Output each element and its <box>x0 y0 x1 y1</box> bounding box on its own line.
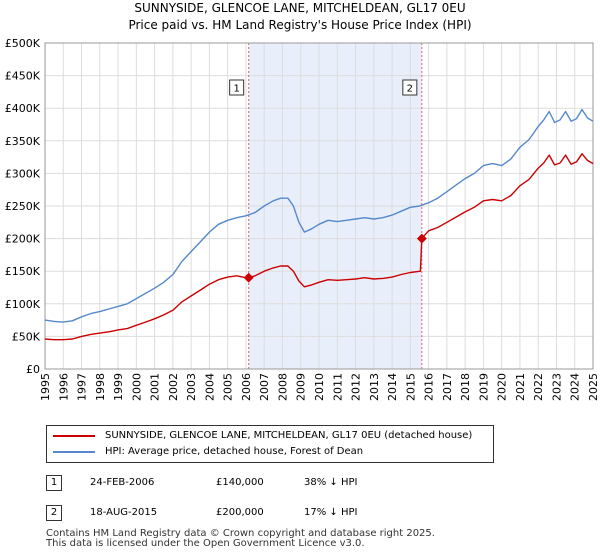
x-tick-label: 2008 <box>276 373 289 401</box>
y-tick-label: £350K <box>5 135 41 148</box>
property-line <box>44 153 594 341</box>
x-tick-label: 2022 <box>532 373 545 401</box>
y-tick-label: £100K <box>5 298 41 311</box>
x-tick-label: 2013 <box>368 373 381 401</box>
transaction-marker-box: 2 <box>46 505 62 521</box>
x-tick-label: 2009 <box>295 373 308 401</box>
y-tick-label: £0 <box>26 363 40 376</box>
x-tick-label: 2014 <box>386 373 399 401</box>
footer: Contains HM Land Registry data © Crown c… <box>46 529 435 549</box>
sale-label-box <box>402 79 418 96</box>
hpi-line <box>44 108 594 323</box>
y-tick-label: £50K <box>12 330 41 343</box>
transaction-row: 1 24-FEB-2006 £140,000 38% ↓ HPI <box>46 475 526 493</box>
plot-frame <box>44 42 594 370</box>
transaction-hpi-diff: 38% ↓ HPI <box>304 477 358 488</box>
x-tick-label: 2006 <box>240 373 253 401</box>
price-chart: £0 £50K £100K £150K £200K £250K £300K £350K £400… <box>5 37 600 401</box>
x-tick-label: 2012 <box>350 373 363 401</box>
x-tick-label: 2020 <box>496 373 509 401</box>
x-tick-label: 1995 <box>39 373 52 401</box>
sale-point <box>243 272 254 283</box>
transaction-marker-box: 1 <box>46 475 62 491</box>
sale-label: 1 <box>229 79 245 96</box>
footer-copyright: Contains HM Land Registry data © Crown c… <box>46 528 435 539</box>
x-tick-label: 2015 <box>404 373 417 401</box>
x-tick-label: 2001 <box>149 373 162 401</box>
x-tick-label: 2024 <box>569 373 582 401</box>
transaction-row: 2 18-AUG-2015 £200,000 17% ↓ HPI <box>46 505 526 523</box>
x-tick-label: 1997 <box>76 373 89 401</box>
transaction-hpi-diff: 17% ↓ HPI <box>304 507 358 518</box>
transaction-date: 24-FEB-2006 <box>90 477 155 488</box>
sale-label-text: 2 <box>407 84 413 95</box>
y-tick-label: £400K <box>5 102 41 115</box>
x-tick-label: 2010 <box>313 373 326 401</box>
x-tick-label: 2025 <box>587 373 600 401</box>
y-tick-label: £450K <box>5 70 41 83</box>
x-tick-label: 2018 <box>459 373 472 401</box>
x-tick-label: 2004 <box>203 373 216 401</box>
x-tick-label: 2000 <box>130 373 143 401</box>
legend-item-hpi: HPI: Average price, detached house, Fore… <box>53 446 363 457</box>
transaction-date: 18-AUG-2015 <box>90 507 158 518</box>
x-tick-label: 2011 <box>331 373 344 401</box>
x-tick-label: 2021 <box>514 373 527 401</box>
legend-line-property <box>53 434 95 437</box>
transaction-price: £140,000 <box>216 477 264 488</box>
sale-point <box>416 233 427 244</box>
chart-title: SUNNYSIDE, GLENCOE LANE, MITCHELDEAN, GL… <box>134 1 466 15</box>
legend-item-property: SUNNYSIDE, GLENCOE LANE, MITCHELDEAN, GL… <box>53 430 472 441</box>
x-tick-label: 2019 <box>477 373 490 401</box>
x-tick-label: 2023 <box>550 373 563 401</box>
y-tick-label: £250K <box>5 200 41 213</box>
sale-label-box <box>229 79 245 96</box>
y-tick-label: £200K <box>5 233 41 246</box>
legend-label-hpi: HPI: Average price, detached house, Fore… <box>105 446 364 457</box>
x-tick-label: 2002 <box>167 373 180 401</box>
x-tick-label: 2016 <box>423 373 436 401</box>
x-tick-label: 2017 <box>441 373 454 401</box>
legend: SUNNYSIDE, GLENCOE LANE, MITCHELDEAN, GL… <box>46 425 494 463</box>
x-tick-label: 1996 <box>57 373 70 401</box>
transaction-price: £200,000 <box>216 507 264 518</box>
x-tick-label: 1998 <box>94 373 107 401</box>
y-tick-label: £500K <box>5 37 41 50</box>
x-tick-label: 2007 <box>258 373 271 401</box>
legend-label-property: SUNNYSIDE, GLENCOE LANE, MITCHELDEAN, GL… <box>105 430 473 441</box>
sale-label: 2 <box>402 79 418 96</box>
x-tick-label: 2005 <box>222 373 235 401</box>
x-tick-label: 1999 <box>112 373 125 401</box>
sale-label-text: 1 <box>233 84 239 95</box>
chart-subtitle: Price paid vs. HM Land Registry's House … <box>128 18 472 32</box>
y-tick-label: £300K <box>5 167 41 180</box>
legend-line-hpi <box>53 450 95 453</box>
x-tick-label: 2003 <box>185 373 198 401</box>
footer-licence: This data is licensed under the Open Gov… <box>46 538 365 549</box>
y-tick-label: £150K <box>5 265 41 278</box>
